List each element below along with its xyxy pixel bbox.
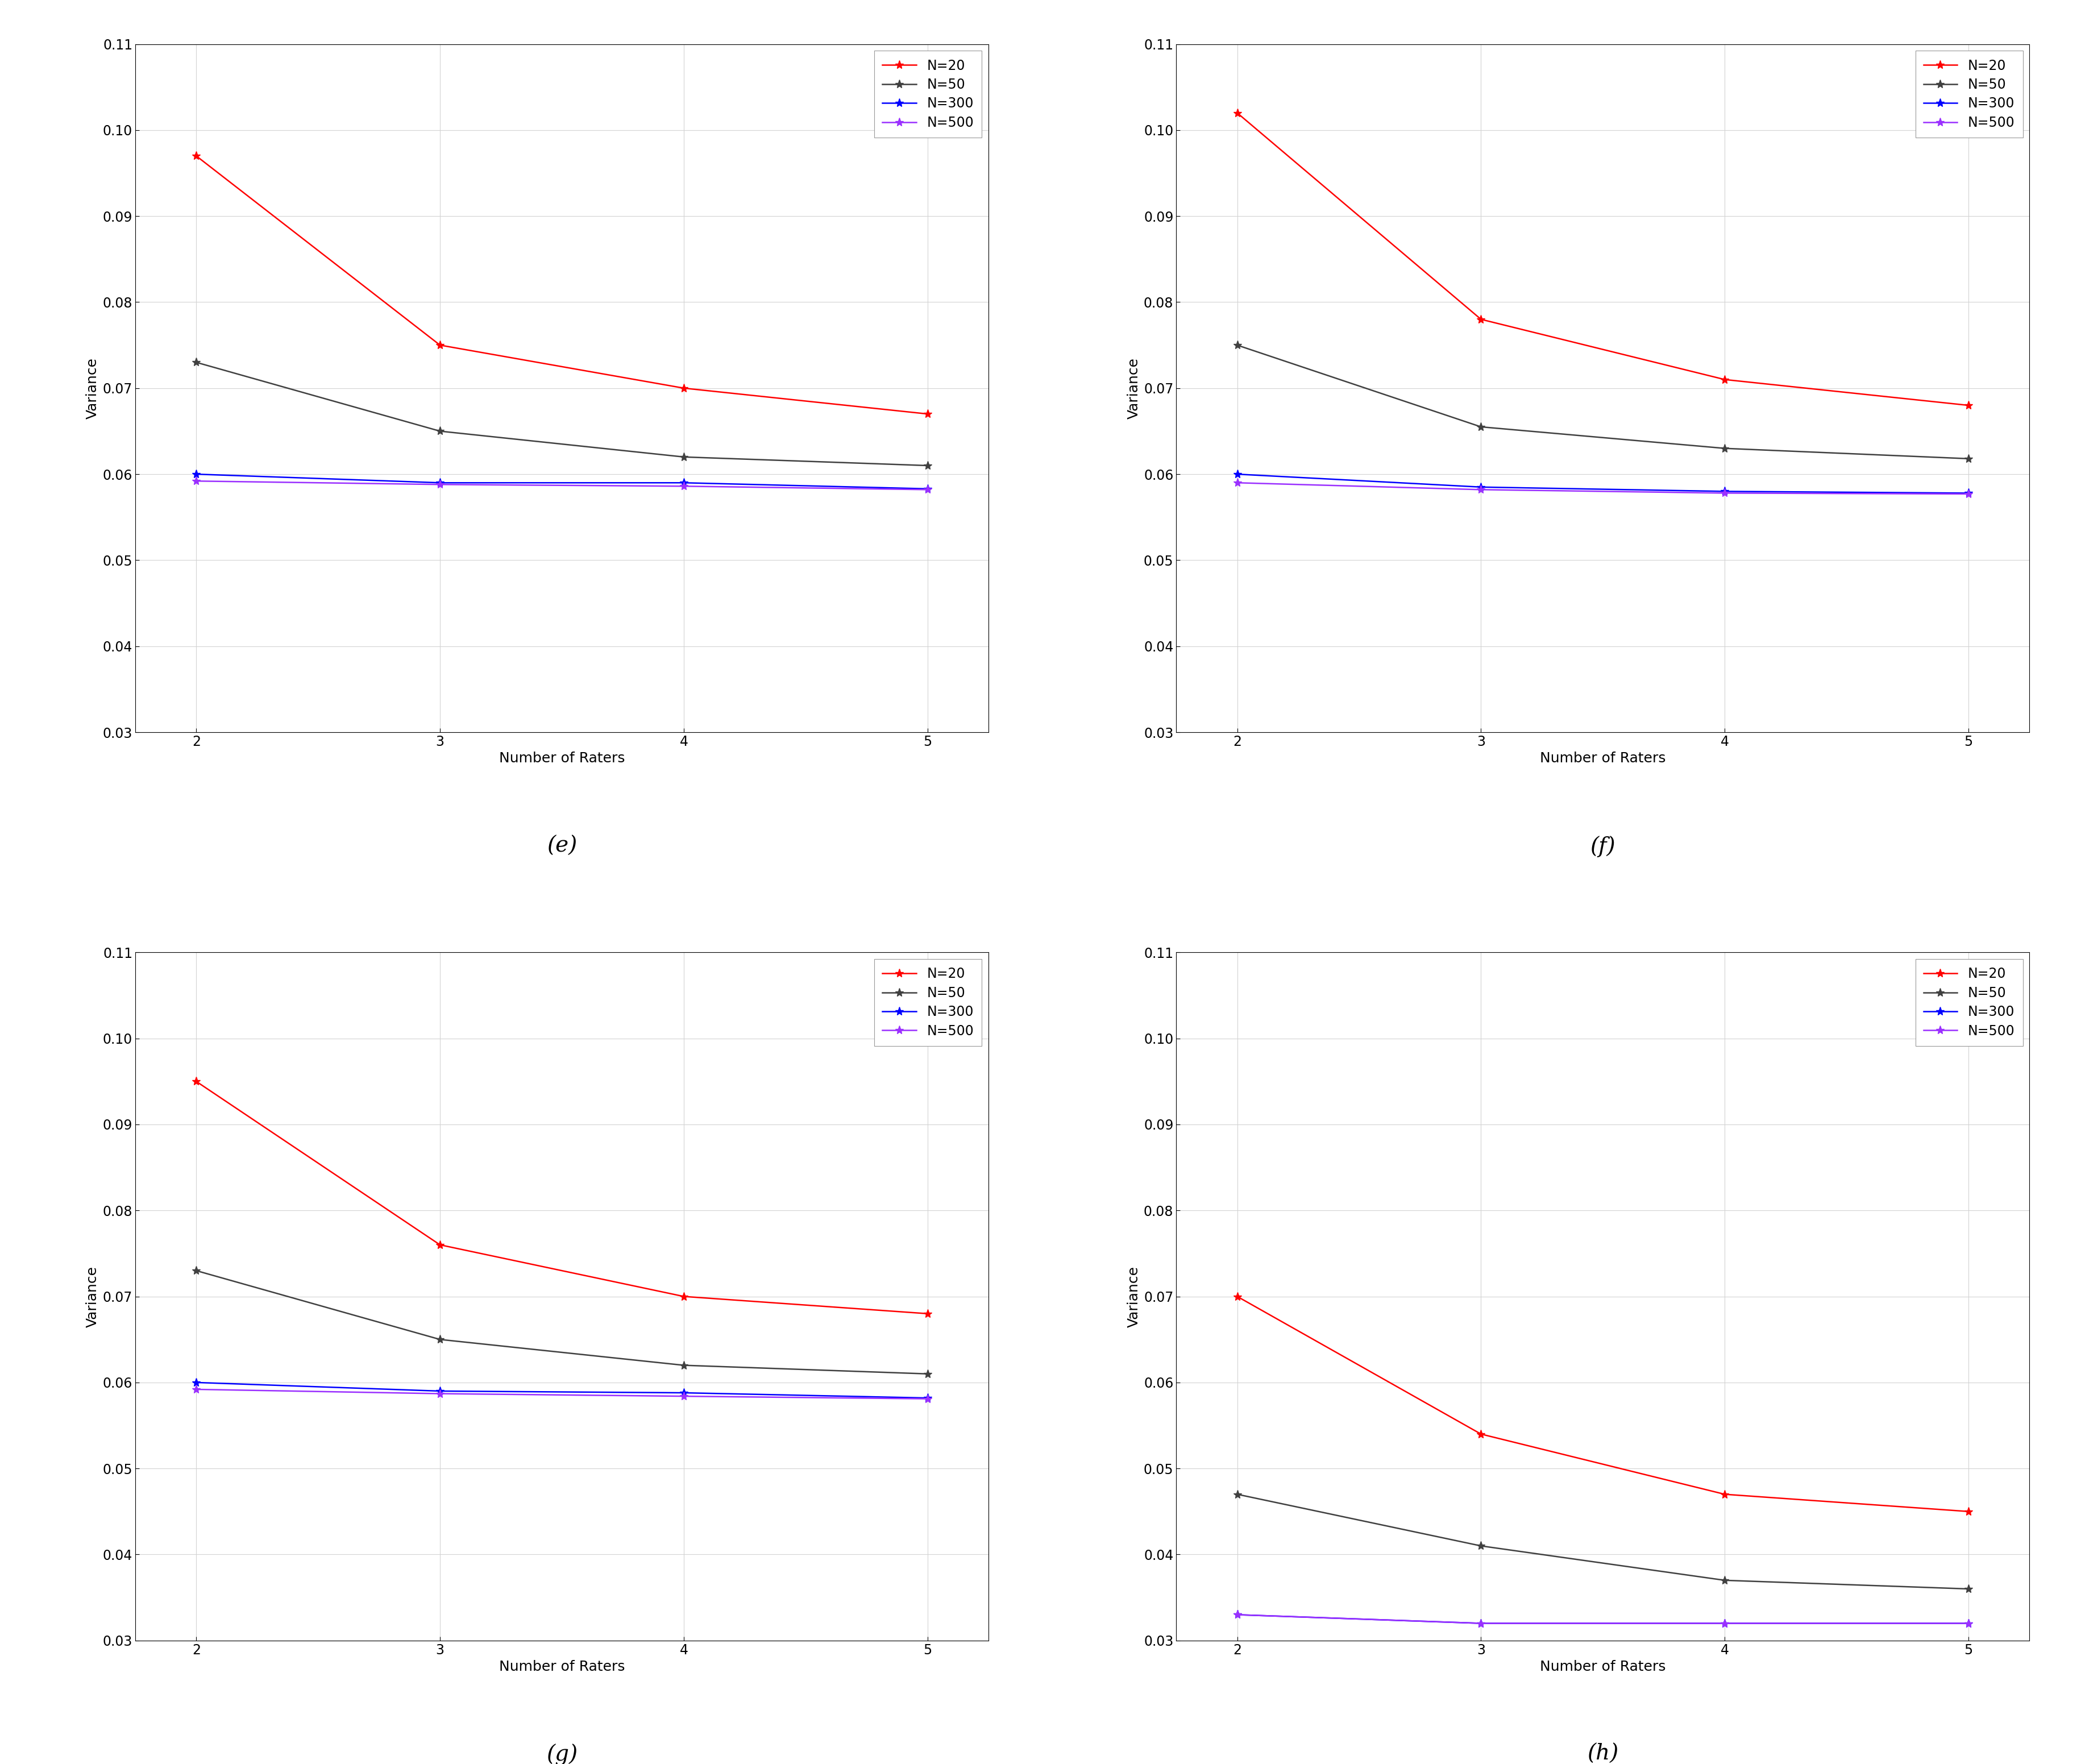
N=300 <box>1467 476 1492 497</box>
N=300 <box>1956 483 1981 505</box>
N=500 <box>427 475 452 496</box>
N=20 <box>1713 369 1738 390</box>
N=20 <box>916 1304 941 1325</box>
N=300 <box>916 478 941 499</box>
N=50 <box>183 351 208 372</box>
Legend: N=20, N=50, N=300, N=500: N=20, N=50, N=300, N=500 <box>1915 51 2023 138</box>
N=50 <box>427 1328 452 1349</box>
N=300 <box>672 473 697 494</box>
N=500 <box>1713 483 1738 505</box>
Text: (h): (h) <box>1588 1745 1619 1764</box>
N=300 <box>1224 1603 1249 1625</box>
N=500 <box>1467 1612 1492 1633</box>
N=300 <box>1467 1612 1492 1633</box>
Y-axis label: Variance: Variance <box>1126 1267 1140 1327</box>
X-axis label: Number of Raters: Number of Raters <box>499 751 624 766</box>
N=300 <box>183 1372 208 1394</box>
N=500 <box>1224 473 1249 494</box>
Line: N=300: N=300 <box>191 469 932 494</box>
Line: N=500: N=500 <box>1232 1611 1973 1628</box>
N=500 <box>1467 480 1492 501</box>
Text: (e): (e) <box>547 836 576 857</box>
N=500 <box>1956 1612 1981 1633</box>
Legend: N=20, N=50, N=300, N=500: N=20, N=50, N=300, N=500 <box>874 51 982 138</box>
Line: N=20: N=20 <box>191 1078 932 1318</box>
Line: N=50: N=50 <box>191 358 932 469</box>
N=20 <box>1467 309 1492 330</box>
Y-axis label: Variance: Variance <box>85 358 100 418</box>
Line: N=20: N=20 <box>1232 1291 1973 1515</box>
Y-axis label: Variance: Variance <box>1126 358 1140 418</box>
N=50 <box>1224 335 1249 356</box>
N=50 <box>183 1259 208 1281</box>
Y-axis label: Variance: Variance <box>85 1267 100 1327</box>
N=300 <box>183 464 208 485</box>
N=20 <box>1224 102 1249 123</box>
N=500 <box>916 1388 941 1409</box>
X-axis label: Number of Raters: Number of Raters <box>1540 751 1665 766</box>
N=50 <box>916 1364 941 1385</box>
N=300 <box>1713 1612 1738 1633</box>
N=50 <box>1467 416 1492 437</box>
Legend: N=20, N=50, N=300, N=500: N=20, N=50, N=300, N=500 <box>874 960 982 1046</box>
N=500 <box>1224 1603 1249 1625</box>
N=500 <box>672 476 697 497</box>
N=50 <box>1224 1484 1249 1505</box>
N=300 <box>1224 464 1249 485</box>
N=500 <box>1956 483 1981 505</box>
Line: N=20: N=20 <box>1232 109 1973 409</box>
N=300 <box>672 1383 697 1404</box>
Line: N=50: N=50 <box>1232 340 1973 462</box>
N=20 <box>427 1235 452 1256</box>
N=500 <box>183 471 208 492</box>
N=20 <box>1956 1501 1981 1522</box>
Line: N=500: N=500 <box>191 476 932 494</box>
N=50 <box>427 420 452 441</box>
N=20 <box>183 1071 208 1092</box>
N=20 <box>1467 1424 1492 1445</box>
Line: N=300: N=300 <box>1232 469 1973 497</box>
N=500 <box>1713 1612 1738 1633</box>
N=20 <box>1224 1286 1249 1307</box>
N=500 <box>916 480 941 501</box>
Text: (f): (f) <box>1590 836 1615 857</box>
N=300 <box>427 473 452 494</box>
N=300 <box>427 1381 452 1402</box>
Text: (g): (g) <box>545 1745 576 1764</box>
Line: N=50: N=50 <box>191 1267 932 1378</box>
Line: N=300: N=300 <box>1232 1611 1973 1628</box>
Line: N=500: N=500 <box>191 1385 932 1402</box>
N=20 <box>427 335 452 356</box>
N=20 <box>916 404 941 425</box>
N=500 <box>672 1387 697 1408</box>
Line: N=50: N=50 <box>1232 1491 1973 1593</box>
N=300 <box>1956 1612 1981 1633</box>
N=50 <box>916 455 941 476</box>
Line: N=300: N=300 <box>191 1378 932 1402</box>
Legend: N=20, N=50, N=300, N=500: N=20, N=50, N=300, N=500 <box>1915 960 2023 1046</box>
N=500 <box>427 1383 452 1404</box>
N=300 <box>1713 482 1738 503</box>
N=50 <box>1956 1579 1981 1600</box>
N=50 <box>1467 1535 1492 1556</box>
N=20 <box>183 145 208 166</box>
N=50 <box>1713 1570 1738 1591</box>
N=50 <box>672 446 697 467</box>
N=50 <box>1956 448 1981 469</box>
N=50 <box>672 1355 697 1376</box>
N=20 <box>1713 1484 1738 1505</box>
N=20 <box>1956 395 1981 416</box>
N=20 <box>672 1286 697 1307</box>
X-axis label: Number of Raters: Number of Raters <box>1540 1660 1665 1674</box>
N=300 <box>916 1387 941 1408</box>
Line: N=20: N=20 <box>191 152 932 418</box>
N=500 <box>183 1379 208 1401</box>
N=50 <box>1713 437 1738 459</box>
N=20 <box>672 377 697 399</box>
Line: N=500: N=500 <box>1232 478 1973 497</box>
X-axis label: Number of Raters: Number of Raters <box>499 1660 624 1674</box>
